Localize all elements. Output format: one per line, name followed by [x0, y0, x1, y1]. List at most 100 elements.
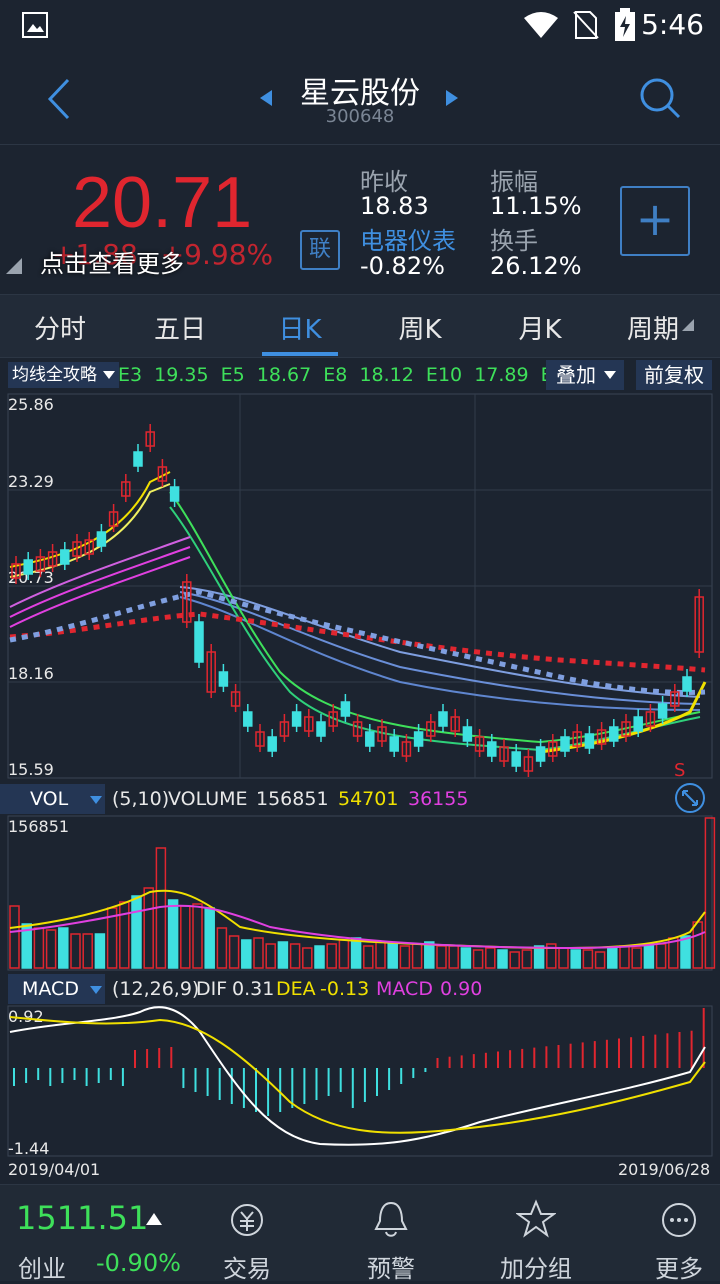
candle-body	[11, 563, 21, 579]
more-tip[interactable]: 点击查看更多	[40, 250, 184, 278]
back-icon[interactable]	[44, 78, 74, 120]
chevron-down-icon	[90, 986, 102, 994]
volume-panel-frame	[7, 815, 713, 971]
volume-bar	[387, 943, 398, 969]
volume-bar	[399, 945, 411, 969]
volume-bar	[216, 927, 228, 969]
macd-selector[interactable]	[8, 974, 105, 1004]
macd-min-label: -1.44	[8, 1139, 49, 1158]
candle-body	[60, 549, 70, 565]
y-tick-label: 18.16	[8, 664, 54, 683]
tab-weekly-k[interactable]: 周K	[398, 315, 442, 345]
overlay-label: 叠加	[556, 363, 596, 387]
candle-body	[572, 731, 582, 747]
search-icon[interactable]	[638, 76, 682, 120]
tab-intraday[interactable]: 分时	[33, 315, 86, 345]
candle-body	[377, 726, 387, 742]
chevron-down-icon	[103, 371, 115, 379]
volume-bar	[94, 933, 106, 969]
index-value[interactable]: 1511.51	[16, 1199, 149, 1237]
ma-strategy-select[interactable]: 均线全攻略	[8, 362, 119, 388]
dea-label: DEA	[276, 978, 316, 1000]
y-tick-label: 25.86	[8, 395, 54, 414]
adjust-button[interactable]: 前复权	[636, 360, 712, 390]
candle-body	[609, 726, 619, 742]
ma-strategy-label: 均线全攻略	[12, 365, 97, 385]
candle-body	[535, 746, 546, 762]
prev-stock-icon[interactable]	[258, 88, 274, 108]
candle-body	[523, 756, 534, 772]
prev-close-label: 昨收	[360, 168, 408, 196]
candle-body	[291, 711, 302, 727]
active-tab-indicator	[262, 352, 338, 356]
bottom-nav: 1511.51 创业 -0.90% 交易 预警 加分组 更多	[0, 1184, 720, 1283]
volume-bar	[655, 943, 667, 969]
candle-body	[670, 691, 680, 707]
candle-body	[645, 711, 656, 727]
volume-bar	[131, 895, 142, 969]
next-stock-icon[interactable]	[444, 88, 460, 108]
candle-body	[230, 691, 241, 707]
star-icon[interactable]	[516, 1199, 556, 1239]
vol-ma10: 36155	[408, 788, 468, 810]
vol-selector[interactable]	[0, 784, 105, 814]
amplitude-label: 振幅	[490, 168, 538, 196]
stock-code: 300648	[325, 106, 395, 127]
candle-body	[267, 736, 277, 752]
volume-bar	[582, 949, 594, 969]
volume-bar	[143, 887, 154, 969]
volume-bar	[704, 817, 716, 969]
volume-bar	[643, 943, 655, 969]
candle-body	[413, 731, 424, 747]
candle-body	[584, 733, 595, 749]
linked-badge[interactable]: 联	[300, 230, 340, 270]
stock-name: 星云股份	[300, 76, 420, 111]
quote-panel[interactable]: 20.71 +1.88 +9.98% 点击查看更多 联 昨收 18.83 电器仪…	[0, 146, 720, 292]
tab-monthly-k[interactable]: 月K	[518, 315, 562, 345]
macd-label: MACD	[376, 978, 433, 1000]
expand-icon[interactable]	[675, 783, 705, 813]
vol-label: VOLUME	[168, 788, 248, 810]
volume-bar	[509, 951, 520, 969]
dea-line	[9, 1016, 706, 1134]
candle-body	[121, 481, 131, 497]
tab-five-day[interactable]: 五日	[153, 315, 206, 345]
nav-more[interactable]: 更多	[655, 1255, 703, 1283]
volume-bar	[302, 947, 313, 969]
candle-body	[352, 721, 363, 737]
sector-name[interactable]: 电器仪表	[360, 227, 456, 255]
bell-icon[interactable]	[372, 1199, 410, 1239]
volume-bar	[448, 945, 459, 969]
candle-body	[72, 541, 82, 557]
candle-body	[206, 651, 216, 693]
candle-body	[474, 736, 485, 752]
volume-bar	[289, 943, 301, 969]
candle-body	[328, 711, 338, 727]
tab-daily-k[interactable]: 日K	[278, 315, 322, 345]
candle-body	[145, 431, 155, 447]
candle-body	[389, 736, 399, 752]
overlay-select[interactable]: 叠加	[546, 360, 624, 390]
nav-add-group[interactable]: 加分组	[500, 1255, 572, 1283]
no-sim-icon	[573, 11, 599, 39]
trade-icon[interactable]	[228, 1201, 266, 1239]
volume-bar	[9, 905, 20, 969]
add-watchlist-button[interactable]: +	[620, 186, 690, 256]
volume-bars	[9, 817, 716, 969]
volume-bar	[350, 937, 362, 969]
kline-chart[interactable]: 25.86 23.29 20.73 18.16 15.59 S VOL (5,1…	[0, 392, 720, 1182]
nav-trade[interactable]: 交易	[223, 1255, 271, 1283]
candle-body	[35, 556, 46, 572]
macd-value: 0.90	[440, 978, 482, 1000]
clock: 5:46	[641, 8, 704, 41]
nav-alert[interactable]: 预警	[367, 1255, 415, 1283]
vol-params: (5,10)	[112, 788, 169, 810]
volume-bar	[363, 945, 374, 969]
candle-body	[194, 621, 204, 663]
volume-bar	[680, 935, 691, 969]
tab-period[interactable]: 周期	[626, 315, 679, 345]
more-icon[interactable]	[660, 1201, 698, 1239]
candle-body	[462, 726, 473, 742]
candle-body	[108, 511, 119, 527]
candle-body	[169, 486, 180, 502]
